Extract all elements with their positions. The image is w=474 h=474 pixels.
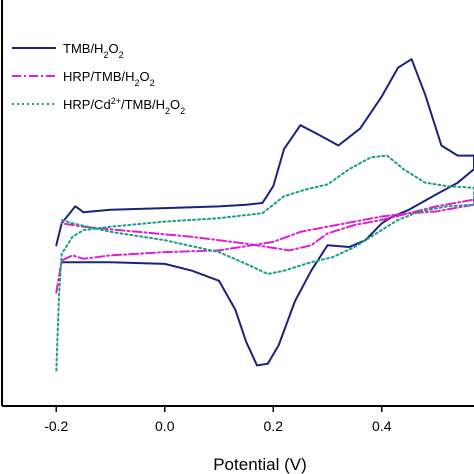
series-line-1 — [55, 58, 474, 367]
x-axis-title: Potential (V) — [213, 455, 307, 474]
plot-frame — [1, 0, 474, 407]
x-tick-label: 0.2 — [264, 418, 284, 434]
series-line-2 — [55, 198, 474, 294]
series-line-3 — [55, 154, 474, 372]
legend-label-2: HRP/TMB/H2O2 — [63, 69, 155, 88]
legend-label-3: HRP/Cd2+/TMB/H2O2 — [63, 96, 185, 116]
x-tick-label: 0.0 — [155, 418, 175, 434]
x-tick-label: 0.4 — [372, 418, 392, 434]
legend-label-1: TMB/H2O2 — [63, 41, 124, 60]
x-tick-label: -0.2 — [44, 418, 68, 434]
x-axis-ticks: -0.20.00.20.40.6 — [44, 406, 392, 434]
series-layer — [55, 58, 474, 372]
legend: TMB/H2O2 HRP/TMB/H2O2 HRP/Cd2+/TMB/H2O2 — [12, 41, 185, 116]
